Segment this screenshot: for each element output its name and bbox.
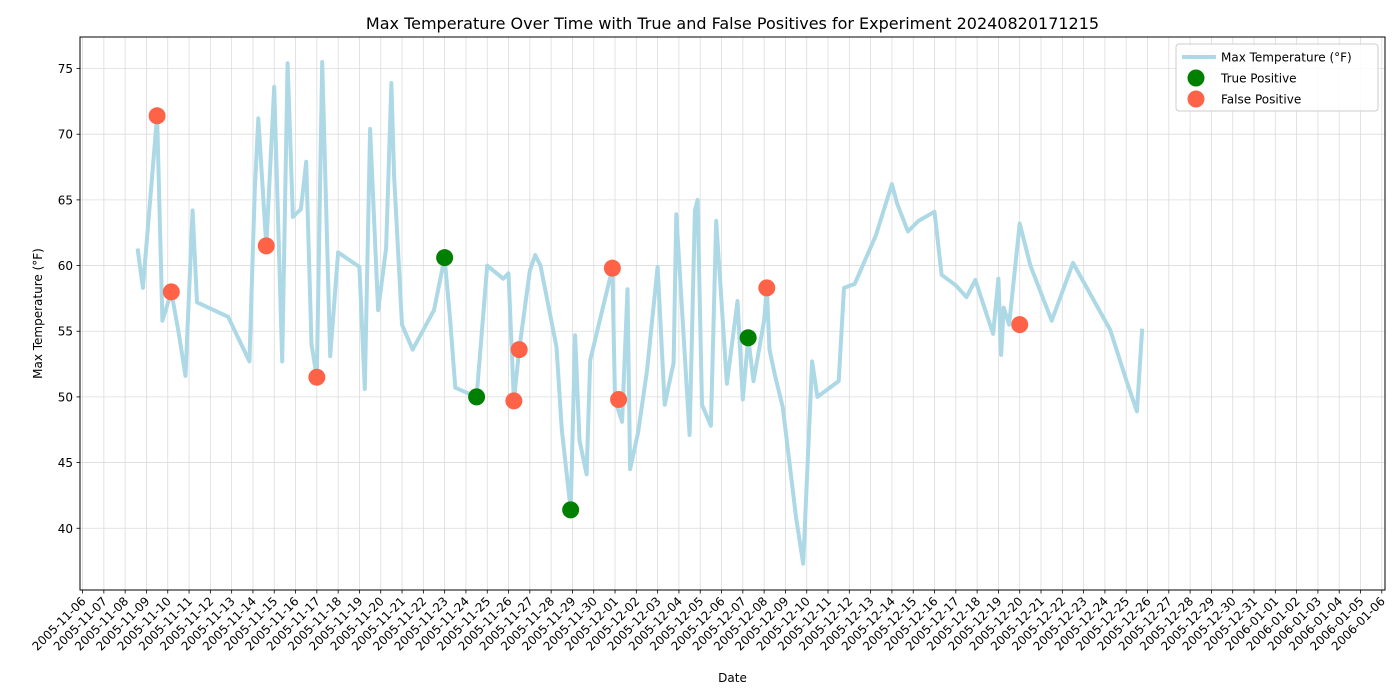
y-tick-label: 60 — [58, 259, 73, 273]
false-positive-marker — [162, 283, 180, 301]
y-tick-label: 70 — [58, 128, 73, 142]
y-tick-label: 50 — [58, 390, 73, 404]
false-positive-marker — [758, 279, 776, 297]
y-tick-label: 40 — [58, 522, 73, 536]
legend: Max Temperature (°F) True Positive False P… — [1175, 43, 1379, 112]
true-positive-marker — [739, 329, 757, 347]
legend-label-true-positive: True Positive — [1220, 72, 1297, 86]
x-axis-title: Date — [718, 671, 747, 685]
legend-label-max-temperature-f: Max Temperature (°F) — [1221, 51, 1352, 65]
true-positive-marker — [562, 501, 580, 519]
y-axis-title: Max Temperature (°F) — [31, 248, 45, 379]
chart-title: Max Temperature Over Time with True and … — [366, 14, 1099, 33]
legend-label-false-positive: False Positive — [1221, 93, 1301, 107]
false-positive-marker — [603, 259, 621, 277]
false-positive-marker — [510, 341, 528, 359]
y-tick-label: 65 — [58, 193, 73, 207]
axes-frame — [79, 36, 1386, 591]
y-tick-label: 45 — [58, 456, 73, 470]
true-positive-marker — [436, 249, 454, 267]
false-positive-marker — [148, 107, 166, 125]
y-tick-label: 55 — [58, 325, 73, 339]
y-tick-label: 75 — [58, 62, 73, 76]
grid-lines — [80, 37, 1385, 590]
legend-box — [1175, 43, 1379, 112]
false-positive-marker — [1011, 316, 1029, 334]
axis-ticks: 2005-11-062005-11-072005-11-082005-11-09… — [29, 62, 1387, 653]
false-positive-marker — [610, 391, 628, 409]
false-positive-marker — [308, 368, 326, 386]
max-temperature-f-line — [135, 60, 1145, 566]
plot-area-series — [135, 60, 1145, 566]
true-positive-marker — [468, 388, 486, 406]
false-positive-marker — [257, 237, 275, 255]
legend-swatch-true-positive — [1187, 69, 1205, 87]
legend-swatch-false-positive — [1187, 90, 1205, 108]
false-positive-marker — [505, 392, 523, 410]
